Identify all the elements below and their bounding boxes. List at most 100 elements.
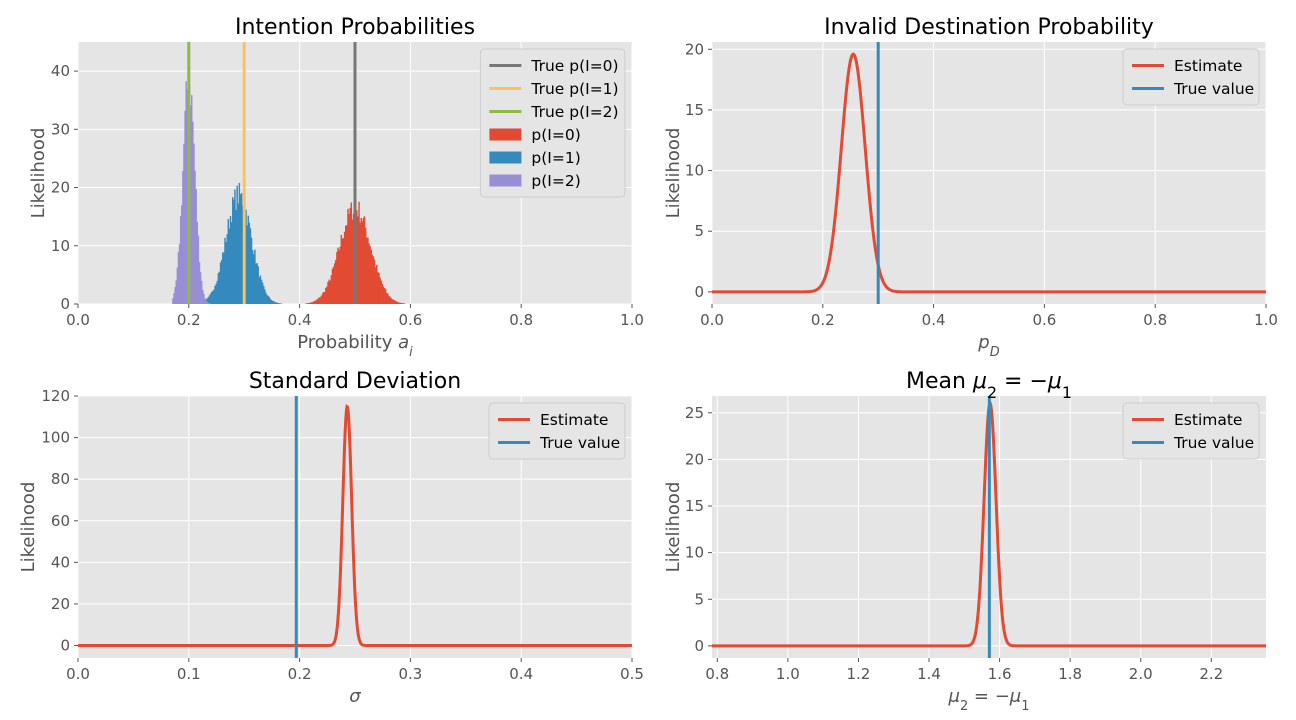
histogram-bar — [340, 234, 343, 304]
legend: True p(I=0) True p(I=1) True p(I=2) p(I=0) p… — [479, 48, 626, 198]
histogram-bar — [184, 110, 186, 304]
histogram-bar — [268, 297, 271, 304]
histogram-bar — [229, 216, 232, 304]
histogram-bar — [345, 225, 347, 304]
x-tick-label: 0.8 — [705, 665, 729, 683]
histogram-bar — [315, 300, 317, 304]
y-tick-label: 40 — [51, 62, 70, 80]
chart-title: Standard Deviation — [249, 369, 461, 394]
histogram-bar — [181, 205, 183, 304]
y-axis-label: Likelihood — [18, 482, 39, 573]
histogram-bar — [207, 302, 210, 304]
legend-label: True value — [539, 434, 620, 452]
histogram-bar — [213, 289, 215, 304]
histogram-bar — [209, 293, 212, 304]
histogram-bar — [400, 303, 402, 304]
legend-label: True value — [1173, 80, 1254, 98]
histogram-bar — [234, 189, 236, 304]
histogram-bar — [335, 259, 337, 304]
histogram-bar — [328, 279, 330, 304]
histogram-bar — [273, 301, 275, 304]
histogram-bar — [206, 298, 208, 304]
y-tick-label: 20 — [51, 595, 70, 613]
histogram-bar — [310, 302, 313, 304]
histogram-bar — [225, 241, 227, 304]
histogram-bar — [196, 221, 199, 304]
x-tick-label: 0.0 — [66, 665, 90, 683]
legend-label: Estimate — [1174, 57, 1242, 75]
histogram-bar — [357, 216, 359, 304]
y-tick-label: 100 — [41, 429, 70, 447]
x-tick-label: 1.8 — [1058, 665, 1082, 683]
x-tick-label: 1.0 — [776, 665, 800, 683]
legend: Estimate True value — [1122, 48, 1260, 106]
histogram-bar — [362, 217, 365, 304]
histogram-bar — [235, 209, 237, 304]
histogram-bar — [358, 201, 360, 304]
histogram-bar — [203, 293, 205, 304]
x-axis-label: Probability ai — [297, 332, 413, 360]
y-tick-label: 5 — [694, 222, 704, 240]
histogram-bar — [270, 300, 273, 304]
histogram-bar — [215, 283, 217, 304]
histogram-bar — [191, 94, 193, 304]
chart-panel-2: 0.0 0.2 0.4 0.6 0.8 1.0 0 5 10 15 20 Invalid Destin… — [663, 15, 1278, 360]
histogram-bar — [202, 289, 204, 304]
histogram-bar — [312, 301, 315, 304]
y-axis-label: Likelihood — [663, 482, 684, 573]
x-tick-label: 0.2 — [177, 311, 201, 329]
histogram-bar — [271, 300, 274, 304]
histogram-bar — [393, 300, 396, 304]
histogram-bar — [263, 285, 265, 304]
histogram-bar — [321, 293, 324, 304]
histogram-bar — [246, 225, 248, 304]
histogram-bar — [220, 259, 223, 304]
y-tick-label: 40 — [51, 553, 70, 571]
x-tick-label: 2.0 — [1129, 665, 1153, 683]
histogram-bar — [255, 263, 257, 304]
histogram-bar — [277, 302, 279, 304]
x-tick-label: 0.8 — [509, 311, 533, 329]
histogram-bar — [198, 262, 201, 304]
y-axis-label: Likelihood — [28, 128, 49, 219]
y-tick-label: 15 — [685, 497, 704, 515]
y-tick-label: 10 — [685, 162, 704, 180]
histogram-bar — [189, 105, 192, 304]
histogram-bar — [267, 295, 269, 304]
histogram-bar — [323, 292, 326, 304]
histogram-bar — [183, 143, 185, 304]
histogram-bar — [212, 291, 214, 304]
histogram-bar — [240, 193, 243, 304]
histogram-bar — [174, 287, 176, 304]
histogram-bar — [388, 296, 390, 304]
histogram-bar — [256, 263, 258, 304]
histogram-bar — [378, 272, 380, 304]
histogram-bar — [376, 264, 378, 304]
y-tick-label: 0 — [60, 295, 70, 313]
chart-title: Invalid Destination Probability — [824, 15, 1154, 40]
histogram-bar — [347, 208, 349, 304]
histogram-bar — [322, 291, 325, 304]
histogram-bar — [361, 221, 364, 304]
x-tick-label: 1.6 — [988, 665, 1012, 683]
y-tick-label: 15 — [685, 101, 704, 119]
histogram-bar — [349, 207, 351, 304]
x-axis-label: pD — [977, 332, 999, 360]
histogram-bar — [338, 250, 340, 304]
x-tick-label: 0.6 — [1032, 311, 1056, 329]
plot-content — [78, 396, 632, 658]
histogram-bar — [261, 282, 264, 304]
histogram-bar — [380, 280, 382, 304]
x-tick-label: 0.6 — [398, 311, 422, 329]
histogram-bar — [401, 303, 403, 304]
histogram-bar — [382, 286, 385, 304]
histogram-bar — [222, 252, 224, 304]
histogram-bar — [390, 298, 392, 304]
histogram-bar — [193, 143, 195, 304]
estimate-curve — [78, 404, 632, 648]
legend: Estimate True value — [488, 402, 626, 460]
histogram-bar — [371, 254, 374, 304]
histogram-bar — [387, 293, 389, 304]
x-tick-label: 1.0 — [1254, 311, 1278, 329]
